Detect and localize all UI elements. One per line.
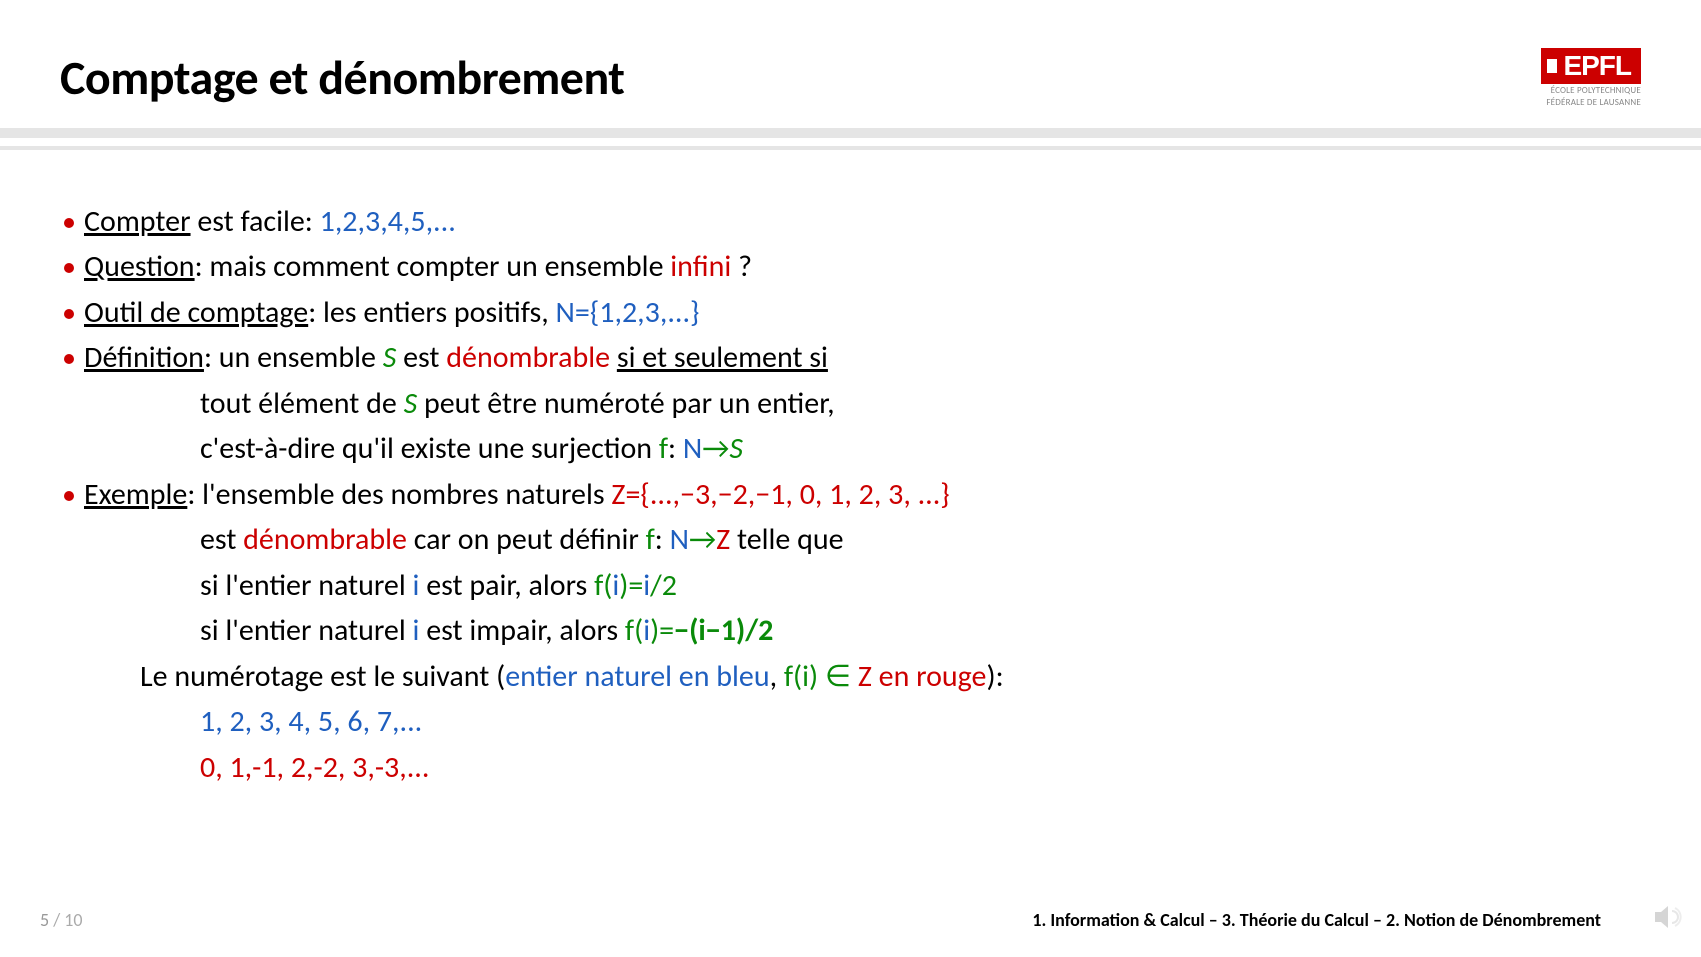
page-number: 5 / 10 — [40, 909, 82, 931]
text: : — [655, 521, 670, 558]
text: tout élément de — [200, 385, 404, 422]
text: est pair, alors — [419, 567, 594, 604]
divider-bar-1 — [0, 128, 1701, 138]
legend-red: Z en rouge — [858, 658, 987, 695]
text: , — [770, 658, 784, 695]
text: si l'entier naturel — [200, 567, 413, 604]
f-div2: /2 — [650, 567, 677, 604]
text: : l'ensemble des nombres naturels — [187, 476, 611, 513]
bullet-outil: Outil de comptage: les entiers positifs,… — [60, 291, 1641, 335]
page-sep: / — [49, 909, 64, 931]
text-denombrable: dénombrable — [446, 339, 610, 376]
epfl-logo: EPFL ÉCOLE POLYTECHNIQUE FÉDÉRALE DE LAU… — [1541, 48, 1641, 108]
text: Le numérotage est le suivant ( — [140, 658, 505, 695]
bullet-question: Question: mais comment compter un ensemb… — [60, 245, 1641, 289]
text-ssi: si et seulement si — [617, 339, 828, 376]
text: peut être numéroté par un entier, — [417, 385, 834, 422]
text: : — [668, 430, 683, 467]
arrow: → — [702, 430, 729, 467]
text: est facile: — [191, 203, 320, 240]
def-line-2: c'est-à-dire qu'il existe une surjection… — [60, 427, 1641, 471]
sequence-z: 0, 1,-1, 2,-2, 3,-3,... — [200, 749, 429, 786]
numbering-row-z: 0, 1,-1, 2,-2, 3,-3,... — [60, 746, 1641, 790]
text-numbers: 1,2,3,4,5,... — [320, 203, 456, 240]
legend-blue: entier naturel en bleu — [505, 658, 769, 695]
def-line-1: tout élément de S peut être numéroté par… — [60, 382, 1641, 426]
text: est — [200, 521, 243, 558]
numbering-row-n: 1, 2, 3, 4, 5, 6, 7,... — [60, 700, 1641, 744]
bullet-definition: Définition: un ensemble S est dénombrabl… — [60, 336, 1641, 380]
breadcrumb: 1. Information & Calcul – 3. Théorie du … — [1032, 909, 1601, 931]
text: ? — [731, 248, 752, 285]
f-open: f( — [594, 567, 612, 604]
arrow: → — [689, 521, 716, 558]
label-definition: Définition — [84, 339, 204, 376]
var-f: f — [659, 430, 668, 467]
slide-content: Compter est facile: 1,2,3,4,5,... Questi… — [0, 200, 1701, 790]
slide-title: Comptage et dénombrement — [60, 48, 624, 107]
var-f: f — [646, 521, 655, 558]
var-n: N — [670, 521, 689, 558]
numbering-intro: Le numérotage est le suivant (entier nat… — [60, 655, 1641, 699]
text: : les entiers positifs, — [308, 294, 555, 331]
text-n-set: N={1,2,3,...} — [556, 294, 700, 331]
var-n: N — [683, 430, 702, 467]
text: si l'entier naturel — [200, 612, 413, 649]
text: c'est-à-dire qu'il existe une surjection — [200, 430, 659, 467]
sequence-n: 1, 2, 3, 4, 5, 6, 7,... — [200, 703, 422, 740]
label-exemple: Exemple — [84, 476, 187, 513]
text-infini: infini — [670, 248, 731, 285]
f-eq: )= — [619, 567, 643, 604]
text: car on peut définir — [407, 521, 646, 558]
text: telle que — [730, 521, 843, 558]
page-current: 5 — [40, 909, 49, 931]
epfl-logo-subtitle1: ÉCOLE POLYTECHNIQUE — [1551, 86, 1641, 96]
speaker-icon — [1653, 902, 1683, 937]
slide-footer: 5 / 10 1. Information & Calcul – 3. Théo… — [0, 909, 1701, 931]
label-compter: Compter — [84, 203, 191, 240]
bullet-exemple: Exemple: l'ensemble des nombres naturels… — [60, 473, 1641, 517]
ex-line-impair: si l'entier naturel i est impair, alors … — [60, 609, 1641, 653]
slide-header: Comptage et dénombrement EPFL ÉCOLE POLY… — [0, 0, 1701, 128]
text — [610, 339, 617, 376]
var-s: S — [729, 430, 743, 467]
var-s: S — [404, 385, 418, 422]
bullet-compter: Compter est facile: 1,2,3,4,5,... — [60, 200, 1641, 244]
var-s: S — [383, 339, 397, 376]
text-denombrable: dénombrable — [243, 521, 407, 558]
f-eq: )= — [650, 612, 674, 649]
var-z: Z — [716, 521, 730, 558]
divider-bar-2 — [0, 146, 1701, 150]
label-question: Question — [84, 248, 195, 285]
f-formula: −(i−1)/2 — [674, 612, 773, 649]
text-z-set: Z={...,−3,−2,−1, 0, 1, 2, 3, ...} — [611, 476, 949, 513]
legend-green: f(i) ∈ — [784, 658, 858, 695]
epfl-logo-box: EPFL — [1541, 48, 1641, 84]
text: : mais comment compter un ensemble — [195, 248, 671, 285]
label-outil: Outil de comptage — [84, 294, 308, 331]
f-open: f( — [625, 612, 643, 649]
text: : un ensemble — [204, 339, 383, 376]
text: ): — [987, 658, 1004, 695]
ex-line-pair: si l'entier naturel i est pair, alors f(… — [60, 564, 1641, 608]
text: est impair, alors — [419, 612, 625, 649]
ex-line-1: est dénombrable car on peut définir f: N… — [60, 518, 1641, 562]
page-total: 10 — [64, 909, 82, 931]
text: est — [396, 339, 446, 376]
epfl-logo-subtitle2: FÉDÉRALE DE LAUSANNE — [1546, 98, 1641, 108]
